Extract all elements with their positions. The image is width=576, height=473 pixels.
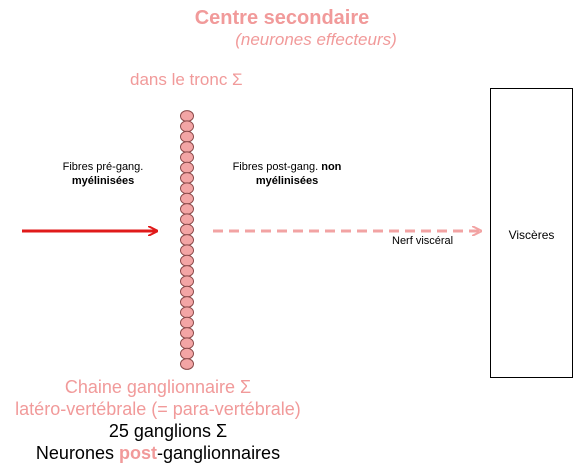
ganglion <box>180 120 194 133</box>
visceral-nerve-label: Nerf viscéral <box>392 235 454 247</box>
ganglion <box>180 234 194 246</box>
post-fibers-non: non <box>321 161 342 173</box>
ganglion <box>180 296 194 308</box>
ganglia-count-line: 25 ganglions Σ <box>108 421 228 441</box>
title: Centre secondaire (neurones effecteurs) <box>0 6 576 50</box>
ganglion <box>180 151 194 164</box>
ganglion <box>180 161 194 174</box>
chain-title-line-1: Chaine ganglionnaire Σ <box>64 377 252 397</box>
post-ganglionic-fibers-label: Fibres post-gang. non myélinisées <box>207 160 367 188</box>
ganglion <box>180 110 194 122</box>
ganglion <box>180 254 194 267</box>
ganglion <box>180 265 194 277</box>
neurons-post: post <box>118 443 157 463</box>
neurons-prefix: Neurones <box>35 443 119 463</box>
ganglion <box>180 285 194 298</box>
ganglion <box>180 130 194 143</box>
ganglion <box>180 327 194 339</box>
pre-ganglionic-fibers-label: Fibres pré-gang. myélinisées <box>38 160 168 188</box>
neurons-suffix: -ganglionnaires <box>156 443 281 463</box>
ganglion <box>180 192 194 205</box>
viscera-label: Viscères <box>508 228 555 242</box>
title-main: Centre secondaire <box>194 7 370 29</box>
ganglion <box>180 141 194 153</box>
pre-fibers-line-1: Fibres pré-gang. <box>62 161 144 173</box>
ganglion <box>180 347 194 360</box>
trunk-label: dans le tronc Σ <box>130 70 243 89</box>
ganglion <box>180 172 194 184</box>
post-fibers-line-1: Fibres post-gang. non <box>207 160 367 174</box>
ganglion <box>180 223 194 236</box>
ganglion <box>180 358 194 370</box>
ganglion <box>180 203 194 215</box>
ganglion <box>180 306 194 319</box>
viscera-box <box>490 88 573 378</box>
ganglion <box>180 182 194 195</box>
chain-description: Chaine ganglionnaire Σ latéro-vertébrale… <box>0 376 576 464</box>
post-fibers-line-2: myélinisées <box>255 175 319 187</box>
ganglion <box>180 337 194 350</box>
ganglion <box>180 213 194 226</box>
post-fibers-prefix: Fibres post-gang. <box>232 161 322 173</box>
pre-fibers-line-2: myélinisées <box>71 175 135 187</box>
title-subtitle: (neurones effecteurs) <box>235 30 397 49</box>
ganglion <box>180 275 194 288</box>
ganglion <box>180 316 194 329</box>
ganglion-chain <box>180 110 194 370</box>
chain-title-line-2: latéro-vertébrale (= para-vertébrale) <box>15 399 301 419</box>
neurons-line: Neurones post-ganglionnaires <box>0 442 446 464</box>
ganglion <box>180 244 194 257</box>
